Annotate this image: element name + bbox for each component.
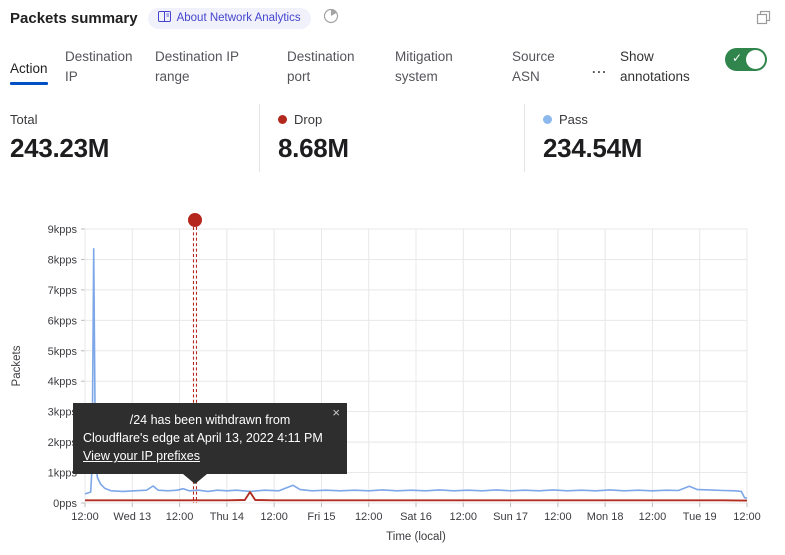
tab-label: Destination IP — [65, 49, 133, 84]
y-axis-tick-label: 9kpps — [48, 224, 78, 236]
stat-drop-label: Drop — [294, 112, 323, 127]
checkmark-icon: ✓ — [732, 51, 743, 65]
x-axis-tick-label: Mon 18 — [587, 511, 624, 523]
x-axis-tick-label: 12:00 — [733, 511, 761, 523]
x-axis-tick-label: 12:00 — [260, 511, 288, 523]
tab-label: Source ASN — [512, 49, 555, 84]
x-axis-tick-label: Wed 13 — [113, 511, 151, 523]
tab-destination-ip[interactable]: Destination IP — [65, 47, 145, 87]
tooltip-line-2: Cloudflare's edge at April 13, 2022 4:11… — [83, 431, 323, 445]
badge-label: About Network Analytics — [176, 12, 301, 24]
stat-pass: Pass 234.54M — [524, 104, 642, 172]
pass-legend-dot — [543, 115, 552, 124]
y-axis-tick-label: 3kpps — [48, 407, 78, 419]
y-axis-title: Packets — [11, 345, 23, 386]
tab-source-asn[interactable]: Source ASN — [512, 47, 568, 87]
y-axis-tick-label: 4kpps — [48, 376, 78, 388]
packets-time-series-chart[interactable]: 0pps 1kpps 2kpps 3kpps 4kpps 5kpps 6kpps 7kpps 8… — [0, 210, 785, 555]
show-annotations-toggle[interactable]: ✓ — [725, 48, 767, 71]
y-axis-tick-label: 7kpps — [48, 285, 78, 297]
view-ip-prefixes-link[interactable]: View your IP prefixes — [83, 449, 200, 463]
x-axis-tick-label: Sun 17 — [493, 511, 528, 523]
tab-action[interactable]: Action — [10, 59, 48, 85]
x-axis-title: Time (local) — [386, 531, 446, 543]
x-axis-tick-label: Tue 19 — [683, 511, 717, 523]
tab-destination-ip-range[interactable]: Destination IP range — [155, 47, 257, 87]
series-drop-line — [85, 491, 747, 502]
more-tabs-button[interactable]: ... — [592, 61, 608, 76]
x-axis-tick-label: 12:00 — [71, 511, 99, 523]
y-axis-tick-label: 2kpps — [48, 437, 78, 449]
tab-label: Mitigation system — [395, 49, 453, 84]
tooltip-caret — [183, 474, 207, 484]
x-axis-tick-label: 12:00 — [166, 511, 194, 523]
tab-destination-port[interactable]: Destination port — [287, 47, 373, 87]
x-axis-tick-label: Thu 14 — [210, 511, 244, 523]
y-axis-tick-label: 0pps — [53, 498, 77, 510]
stat-drop-value: 8.68M — [278, 133, 349, 163]
annotation-tooltip: × /24 has been withdrawn from Cloudflare… — [73, 403, 347, 484]
annotation-marker-dot[interactable] — [187, 213, 202, 227]
y-axis-tick-label: 5kpps — [48, 346, 78, 358]
tab-label: Destination IP range — [155, 49, 239, 84]
toggle-knob — [746, 50, 765, 69]
x-axis-tick-label: Fri 15 — [307, 511, 335, 523]
x-axis-tick-label: 12:00 — [450, 511, 478, 523]
tab-mitigation-system[interactable]: Mitigation system — [395, 47, 475, 87]
stat-drop: Drop 8.68M — [259, 104, 349, 172]
tooltip-line-1: /24 has been withdrawn from — [129, 413, 291, 427]
stat-pass-label: Pass — [559, 112, 588, 127]
tab-action-label: Action — [10, 61, 48, 76]
x-axis-tick-label: 12:00 — [639, 511, 667, 523]
x-axis-tick-label: 12:00 — [355, 511, 383, 523]
stat-total-value: 243.23M — [10, 133, 110, 163]
y-axis-tick-label: 8kpps — [48, 254, 78, 266]
dimension-tabs: Action Destination IP Destination IP ran… — [0, 45, 785, 97]
stat-pass-value: 234.54M — [543, 133, 643, 163]
tab-label: Destination port — [287, 49, 355, 84]
pie-clock-icon[interactable] — [323, 8, 339, 29]
y-axis-tick-label: 1kpps — [48, 468, 78, 480]
series-pass-line — [84, 248, 748, 499]
expand-icon[interactable] — [756, 10, 771, 30]
about-network-analytics-badge[interactable]: About Network Analytics — [147, 8, 311, 29]
panel-header: Packets summary About Network Analytics — [10, 8, 339, 29]
stats-row: Total 243.23M Drop 8.68M Pass 234.54M — [0, 104, 785, 174]
close-icon[interactable]: × — [332, 405, 340, 420]
active-tab-underline — [10, 82, 48, 85]
y-axis-tick-label: 6kpps — [48, 315, 78, 327]
drop-legend-dot — [278, 115, 287, 124]
x-axis-tick-label: 12:00 — [544, 511, 572, 523]
stat-total: Total 243.23M — [10, 104, 109, 172]
x-axis-tick-label: Sat 16 — [400, 511, 432, 523]
stat-total-label: Total — [10, 112, 38, 127]
page-title: Packets summary — [10, 10, 138, 27]
show-annotations-label: Show annotations — [620, 49, 690, 84]
book-icon — [157, 11, 171, 25]
